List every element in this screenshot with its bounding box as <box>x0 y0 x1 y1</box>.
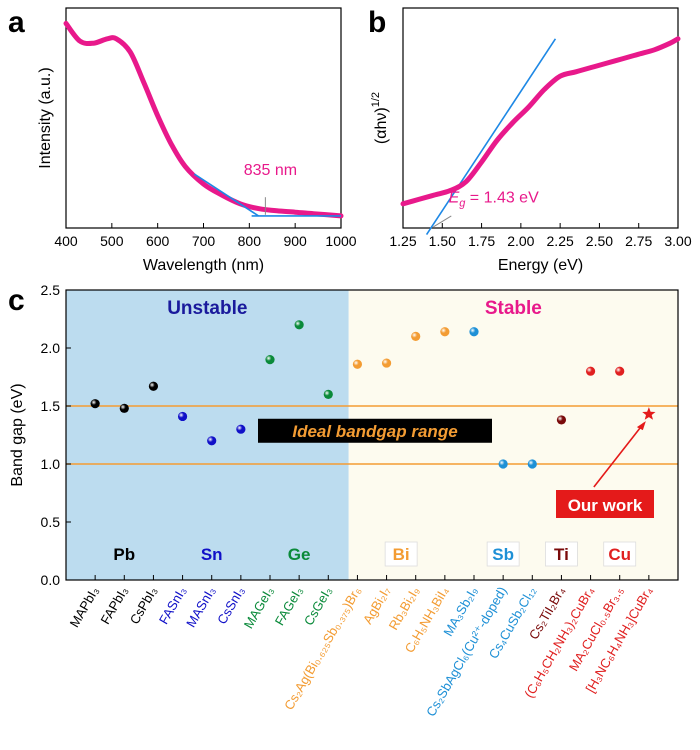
data-point <box>352 359 363 369</box>
x-tick-label: 2.25 <box>547 233 574 249</box>
x-tick-label: 2.50 <box>586 233 613 249</box>
y-axis-label-superscript: 1/2 <box>370 92 382 107</box>
data-point <box>119 403 129 413</box>
data-point <box>90 399 100 409</box>
data-point <box>615 366 625 376</box>
tangent-fit-line <box>193 173 259 217</box>
x-tick-label: 1000 <box>325 233 356 249</box>
data-point <box>381 358 392 368</box>
x-tick-label: MAPbI₃ <box>67 584 102 630</box>
data-point <box>411 331 421 341</box>
data-point <box>148 381 159 391</box>
panel-c-letter: c <box>8 284 25 317</box>
our-work-star <box>642 407 656 420</box>
group-label-pb: Pb <box>113 545 135 564</box>
our-work-label: Our work <box>568 496 643 515</box>
tangent-fit-line <box>425 38 557 236</box>
x-axis-label: Energy (eV) <box>498 257 583 274</box>
annotation-label: 835 nm <box>244 162 297 179</box>
x-axis-label: Wavelength (nm) <box>143 257 264 274</box>
group-label-box <box>486 541 520 567</box>
y-axis-label: Intensity (a.u.) <box>37 67 54 168</box>
annotation-pointer <box>433 215 452 228</box>
panel-a-letter: a <box>8 6 25 39</box>
data-point <box>527 459 537 469</box>
x-tick-label: 3.00 <box>664 233 691 249</box>
plot-frame <box>65 289 679 581</box>
data-point <box>207 436 217 446</box>
data-point <box>556 415 567 425</box>
data-point <box>265 355 275 365</box>
x-tick-label: 400 <box>54 233 78 249</box>
y-tick-label: 0.0 <box>41 572 61 588</box>
group-label-cu: Cu <box>608 545 631 564</box>
group-label-ti: Ti <box>554 545 569 564</box>
our-work-box <box>556 490 654 518</box>
x-tick-label: 1.75 <box>468 233 495 249</box>
y-tick-label: 2.0 <box>41 340 61 356</box>
data-point <box>236 424 246 434</box>
y-tick-label: 1.0 <box>41 456 61 472</box>
annotation-value: = 1.43 eV <box>465 190 539 207</box>
annotation-label: Eg = 1.43 eV <box>449 190 540 210</box>
x-tick-label: 2.00 <box>507 233 534 249</box>
group-label-sb: Sb <box>492 545 514 564</box>
group-label-box <box>384 541 418 567</box>
y-axis-label: (αhν)1/2 <box>370 92 390 144</box>
x-tick-label: FAPbI₃ <box>98 584 131 627</box>
group-label-box <box>545 541 578 567</box>
panel-b: b 1.25 1.50 1.75 2.00 2.25 2.50 2.75 3.00 Energy… <box>368 6 692 274</box>
x-tick-label: 900 <box>283 233 307 249</box>
y-tick-label: 0.5 <box>41 514 61 530</box>
data-point <box>294 320 304 330</box>
data-point <box>498 459 508 469</box>
x-tick-label: 600 <box>146 233 170 249</box>
data-point <box>469 327 479 337</box>
group-label-box <box>603 541 637 567</box>
annotation-symbol: E <box>449 190 460 207</box>
plot-frame <box>402 7 679 229</box>
annotation-subscript: g <box>459 198 466 210</box>
x-tick-label: 500 <box>100 233 124 249</box>
group-label-bi: Bi <box>393 545 410 564</box>
group-label-sn: Sn <box>201 545 223 564</box>
y-tick-label: 1.5 <box>41 398 61 414</box>
y-tick-label: 2.5 <box>41 282 61 298</box>
our-work-arrowhead <box>636 421 646 431</box>
tauc-line <box>400 36 681 207</box>
spectrum-line <box>63 20 344 219</box>
data-point <box>323 389 333 399</box>
x-tick-label: 2.75 <box>625 233 652 249</box>
data-point <box>585 366 596 376</box>
data-point <box>440 327 450 337</box>
x-tick-label: 800 <box>238 233 262 249</box>
x-tick-label: 1.50 <box>429 233 456 249</box>
x-tick-label: 1.25 <box>389 233 416 249</box>
group-label-ge: Ge <box>288 545 311 564</box>
ideal-range-box <box>258 418 492 443</box>
panel-a: a 400 500 600 700 800 900 1000 Wavelength (nm) I… <box>8 6 357 274</box>
x-tick-label: 700 <box>192 233 216 249</box>
panel-c: c Unstable Stable Ideal bandgap range 0.0 0.… <box>8 282 679 719</box>
unstable-label: Unstable <box>167 298 247 319</box>
stable-label: Stable <box>485 298 542 319</box>
our-work-arrow <box>593 422 645 488</box>
panel-b-letter: b <box>368 6 386 39</box>
y-axis-label: Band gap (eV) <box>9 383 26 486</box>
ideal-range-label: Ideal bandgap range <box>292 422 457 441</box>
x-tick-label: MASnI₃ <box>183 584 218 630</box>
data-point <box>177 411 188 422</box>
x-tick-label: CsPbI₃ <box>127 584 160 627</box>
